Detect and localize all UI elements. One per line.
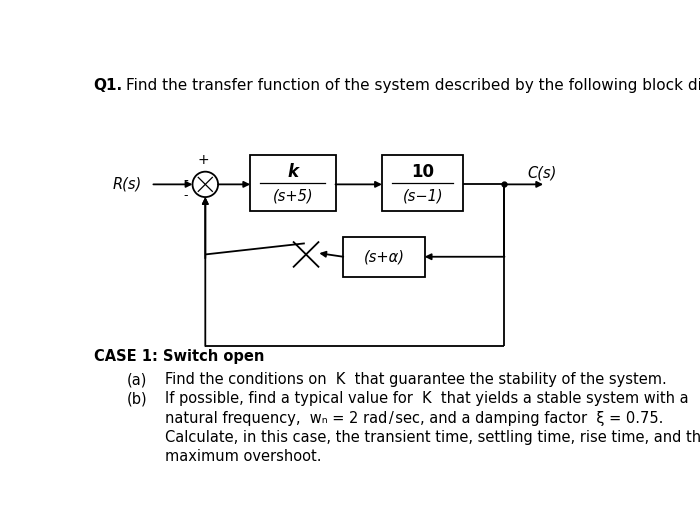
- Text: CASE 1: Switch open: CASE 1: Switch open: [94, 349, 264, 364]
- FancyBboxPatch shape: [343, 237, 425, 277]
- FancyBboxPatch shape: [251, 155, 335, 211]
- Text: (s+5): (s+5): [272, 188, 313, 203]
- Text: (s−1): (s−1): [402, 188, 443, 203]
- Text: natural frequency,  wₙ = 2 rad / sec, and a damping factor  ξ = 0.75.: natural frequency, wₙ = 2 rad / sec, and…: [165, 411, 664, 426]
- Text: -: -: [183, 175, 188, 189]
- Text: Q1.: Q1.: [94, 78, 122, 93]
- FancyBboxPatch shape: [382, 155, 463, 211]
- Text: k: k: [288, 163, 298, 181]
- Text: 10: 10: [411, 163, 434, 181]
- Text: Find the transfer function of the system described by the following block diagra: Find the transfer function of the system…: [126, 78, 700, 93]
- Text: (s+α): (s+α): [363, 249, 405, 264]
- Text: (a): (a): [126, 372, 146, 387]
- Text: C(s): C(s): [528, 166, 557, 180]
- Text: +: +: [198, 153, 209, 167]
- Text: -: -: [183, 189, 188, 202]
- Text: Find the conditions on  K  that guarantee the stability of the system.: Find the conditions on K that guarantee …: [165, 372, 666, 387]
- Text: R(s): R(s): [112, 177, 141, 192]
- Text: maximum overshoot.: maximum overshoot.: [165, 449, 321, 464]
- Text: Calculate, in this case, the transient time, settling time, rise time, and the: Calculate, in this case, the transient t…: [165, 430, 700, 445]
- Text: If possible, find a typical value for  K  that yields a stable system with a: If possible, find a typical value for K …: [165, 391, 689, 406]
- Text: (b): (b): [126, 391, 147, 406]
